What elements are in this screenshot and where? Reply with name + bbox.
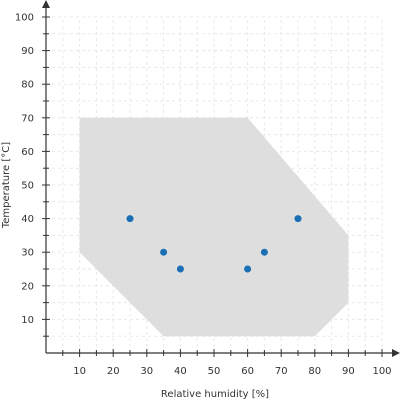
y-tick-label: 80 [21, 80, 34, 91]
x-tick-label: 10 [73, 366, 86, 377]
axes [42, 0, 400, 357]
y-axis-arrow [42, 0, 50, 8]
x-tick-label: 100 [372, 366, 391, 377]
x-tick-label: 90 [342, 366, 355, 377]
x-tick-label: 40 [174, 366, 187, 377]
data-point [176, 265, 184, 273]
y-tick-label: 100 [15, 13, 34, 24]
x-axis-label: Relative humidity [%] [161, 389, 269, 400]
data-point [260, 248, 268, 256]
x-axis-arrow [392, 349, 400, 357]
y-tick-label: 60 [21, 147, 34, 158]
y-tick-label: 90 [21, 46, 34, 57]
x-tick-label: 70 [275, 366, 288, 377]
data-point [126, 215, 134, 223]
y-tick-label: 10 [21, 315, 34, 326]
x-tick-label: 50 [208, 366, 221, 377]
y-tick-label: 30 [21, 248, 34, 259]
data-point [294, 215, 302, 223]
tick-labels: 10 20 30 40 50 60 70 80 90 100 10 20 30 40 50 60 70 80 90 1… [15, 13, 392, 378]
data-point [244, 265, 252, 273]
comfort-region [79, 117, 349, 337]
data-point [160, 248, 168, 256]
x-tick-label: 30 [140, 366, 153, 377]
y-axis-label: Temperature [°C] [1, 142, 12, 229]
x-tick-label: 80 [308, 366, 321, 377]
y-tick-label: 20 [21, 281, 34, 292]
x-tick-label: 20 [107, 366, 120, 377]
data-points [126, 215, 302, 273]
x-tick-label: 60 [241, 366, 254, 377]
y-tick-label: 70 [21, 113, 34, 124]
y-tick-label: 40 [21, 214, 34, 225]
y-tick-label: 50 [21, 181, 34, 192]
